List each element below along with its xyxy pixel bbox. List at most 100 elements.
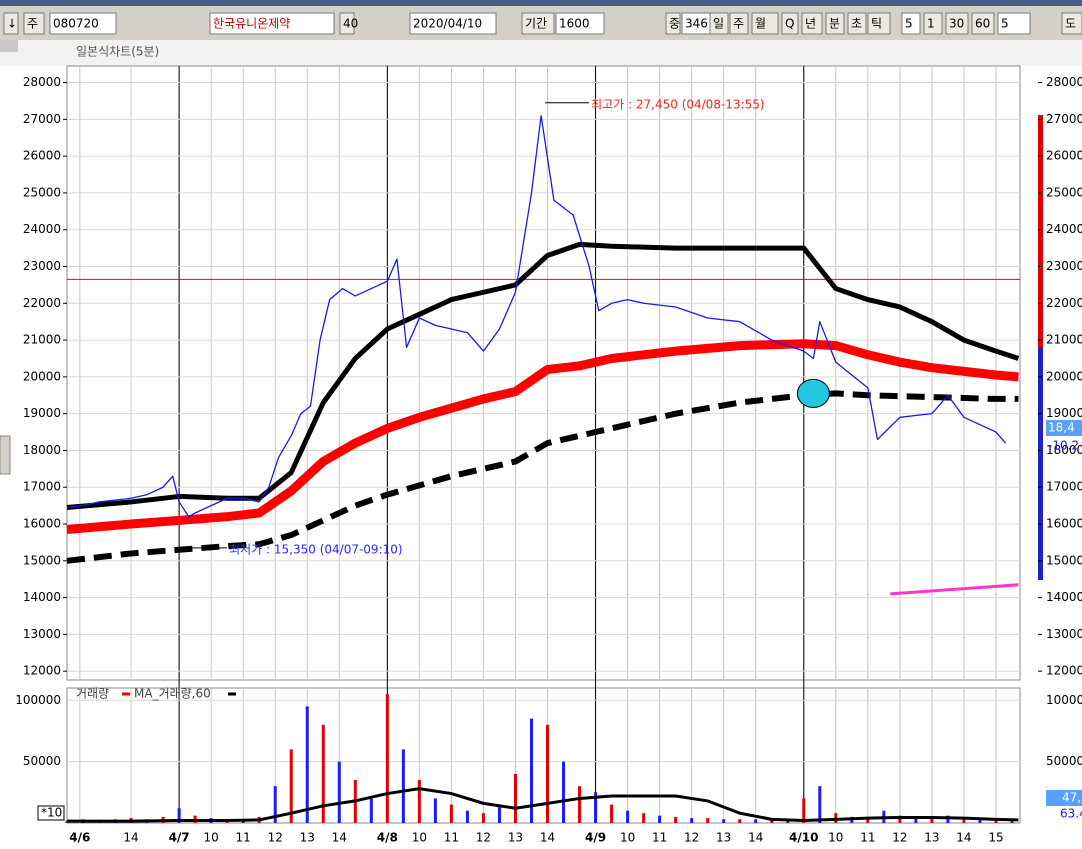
volume-bar [898, 815, 902, 823]
toolbar-button[interactable] [847, 12, 867, 35]
x-tick-label: 4/7 [169, 831, 190, 845]
toolbar-label: 분 [829, 17, 840, 31]
y-tick-label: 28000 [23, 75, 61, 89]
toolbar-label: 40 [343, 17, 358, 31]
toolbar-label: 5 [905, 17, 913, 31]
toolbar-button[interactable] [1061, 12, 1082, 35]
legend-label: MA_거래량,60 [134, 687, 211, 701]
volume-bar [562, 761, 566, 823]
volume-bar [770, 820, 774, 823]
toolbar-button[interactable] [521, 12, 555, 35]
side-toggle[interactable] [0, 435, 11, 475]
volume-bar [449, 804, 453, 823]
y-tick-label-right: 20000 [1046, 369, 1082, 383]
toolbar-button[interactable] [901, 12, 921, 35]
volume-bar [738, 819, 742, 823]
x-tick-label: 13 [716, 831, 731, 845]
toolbar-button[interactable] [945, 12, 969, 35]
volume-bar [706, 818, 710, 823]
x-tick-label: 14 [332, 831, 347, 845]
volume-bar [930, 818, 934, 823]
x-tick-label: 4/10 [789, 831, 818, 845]
price-panel [66, 65, 1021, 681]
volume-bar [994, 820, 998, 823]
toolbar-label: 1600 [559, 17, 590, 31]
toolbar-button[interactable] [971, 12, 995, 35]
y-tick-label-right: 19000 [1046, 406, 1082, 420]
toolbar-button[interactable] [409, 12, 497, 35]
volume-bar [385, 694, 389, 823]
toolbar-label: ↓ [7, 17, 17, 31]
splitter-handle[interactable] [0, 40, 18, 52]
y-tick-label-right: 15000 [1046, 553, 1082, 567]
y-tick-label-right: 13000 [1046, 627, 1082, 641]
toolbar-button[interactable] [339, 12, 355, 35]
volume-bar [626, 810, 630, 823]
toolbar-button[interactable] [729, 12, 749, 35]
x-tick-label: 13 [300, 831, 315, 845]
toolbar-button[interactable] [3, 12, 19, 35]
toolbar-label: 중 [669, 17, 680, 31]
volume-bar [866, 818, 870, 823]
volume-bar [1010, 821, 1014, 823]
toolbar-button[interactable] [665, 12, 681, 35]
y-tick-label: 25000 [23, 185, 61, 199]
volume-bar [802, 798, 806, 823]
y-tick-label-right: 14000 [1046, 590, 1082, 604]
toolbar-button[interactable] [923, 12, 943, 35]
price-line [890, 583, 1019, 596]
toolbar-label: 틱 [871, 17, 882, 31]
x-tick-label: 4/9 [585, 831, 606, 845]
volume-bar [369, 798, 373, 823]
last-volume-box [1046, 790, 1082, 806]
toolbar-button[interactable] [555, 12, 605, 35]
toolbar-button[interactable] [997, 12, 1031, 35]
chart-header [0, 40, 1082, 66]
annotation: 최고가 : 27,450 (04/08-13:55) [591, 97, 764, 111]
x-tick-label: 12 [892, 831, 907, 845]
toolbar-button[interactable] [867, 12, 891, 35]
toolbar-button[interactable] [781, 12, 799, 35]
y-tick-label-right: 16000 [1046, 517, 1082, 531]
volume-bar [177, 808, 181, 823]
volume-bar [690, 818, 694, 823]
y-tick-label: 22000 [23, 296, 61, 310]
volume-bar [465, 810, 469, 823]
toolbar-button[interactable] [709, 12, 729, 35]
volume-bar [978, 819, 982, 823]
x-tick-label: 12 [684, 831, 699, 845]
toolbar-button[interactable] [801, 12, 823, 35]
y-tick-label: 18000 [23, 443, 61, 457]
volume-bar [786, 820, 790, 823]
y-tick-label: 24000 [23, 222, 61, 236]
toolbar-button[interactable] [23, 12, 45, 35]
toolbar-label: 일 [713, 17, 724, 31]
x-tick-label: 10 [620, 831, 635, 845]
volume-ma-value: 63.4 [1060, 807, 1082, 821]
toolbar-button[interactable] [825, 12, 845, 35]
x-tick-label: 4/8 [377, 831, 398, 845]
x-tick-label: 14 [956, 831, 971, 845]
x-tick-label: 14 [123, 831, 138, 845]
y-tick-label-right: 24000 [1046, 222, 1082, 236]
volume-bar [497, 804, 501, 823]
toolbar-button[interactable] [209, 12, 335, 35]
toolbar-button[interactable] [49, 12, 117, 35]
toolbar-button[interactable] [751, 12, 779, 35]
volume-scale-label: *10 [41, 806, 62, 820]
volume-bar [337, 761, 341, 823]
toolbar-label: 080720 [53, 17, 99, 31]
chart-title: 일본식차트(5분) [76, 45, 159, 59]
volume-bar [610, 804, 614, 823]
highlight-marker [796, 378, 830, 408]
y-tick-label: 17000 [23, 480, 61, 494]
volume-strength-bar [1038, 347, 1043, 580]
volume-bar [658, 815, 662, 823]
volume-bar [642, 813, 646, 823]
toolbar-label: 한국유니온제약 [213, 16, 290, 31]
x-tick-label: 11 [236, 831, 251, 845]
toolbar-label: 5 [1001, 17, 1009, 31]
x-tick-label: 11 [652, 831, 667, 845]
price-line [66, 115, 1007, 518]
volume-bar [513, 773, 517, 823]
